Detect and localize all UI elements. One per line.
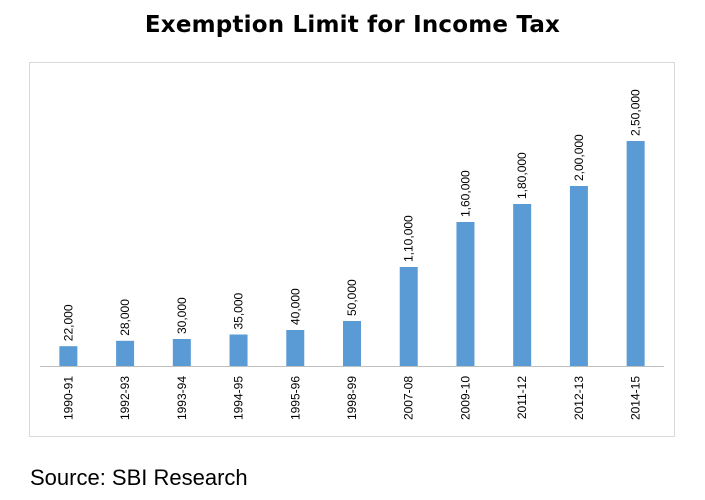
x-tick-label: 2011-12 — [515, 376, 529, 419]
data-label: 1,80,000 — [515, 152, 529, 199]
data-label: 40,000 — [288, 288, 302, 325]
x-tick-label: 1994-95 — [232, 376, 246, 420]
bar-1994-95 — [229, 334, 248, 366]
data-label: 22,000 — [61, 304, 75, 341]
bar-1995-96 — [286, 330, 305, 366]
x-tick-label: 1993-94 — [175, 376, 189, 420]
chart-title: Exemption Limit for Income Tax — [144, 12, 561, 38]
x-tick-label: 2014-15 — [629, 376, 643, 420]
data-label: 2,00,000 — [572, 134, 586, 181]
bar-2007-08 — [399, 267, 418, 366]
x-tick-label: 1998-99 — [345, 376, 359, 420]
x-tick-labels-group: 1990-91 1992-93 1993-94 1994-95 1995-96 1998-… — [61, 376, 642, 420]
x-tick-label: 1992-93 — [118, 376, 132, 420]
bar-1990-91 — [59, 346, 78, 366]
bar-2014-15 — [626, 141, 645, 366]
bar-2012-13 — [569, 186, 588, 366]
bar-1998-99 — [343, 321, 361, 366]
bar-2011-12 — [513, 204, 532, 366]
data-label: 1,60,000 — [458, 170, 472, 217]
x-tick-label: 1995-96 — [288, 376, 302, 420]
x-tick-label: 2007-08 — [402, 376, 416, 420]
data-label: 35,000 — [232, 292, 246, 329]
x-tick-label: 1990-91 — [61, 376, 75, 420]
x-tick-label: 2009-10 — [458, 376, 472, 420]
source-note: Source: SBI Research — [30, 465, 248, 490]
data-label: 30,000 — [175, 297, 189, 334]
data-label: 2,50,000 — [629, 89, 643, 136]
data-labels-group: 22,000 28,000 30,000 35,000 40,000 50,000 1,10… — [61, 89, 642, 341]
chart-area — [29, 62, 675, 437]
x-tick-label: 2012-13 — [572, 376, 586, 420]
bar-1992-93 — [116, 340, 135, 366]
data-label: 28,000 — [118, 299, 132, 336]
bar-2009-10 — [456, 222, 475, 366]
bars-group — [59, 141, 645, 366]
data-label: 50,000 — [345, 279, 359, 316]
bar-1993-94 — [172, 339, 191, 366]
data-label: 1,10,000 — [402, 215, 416, 262]
